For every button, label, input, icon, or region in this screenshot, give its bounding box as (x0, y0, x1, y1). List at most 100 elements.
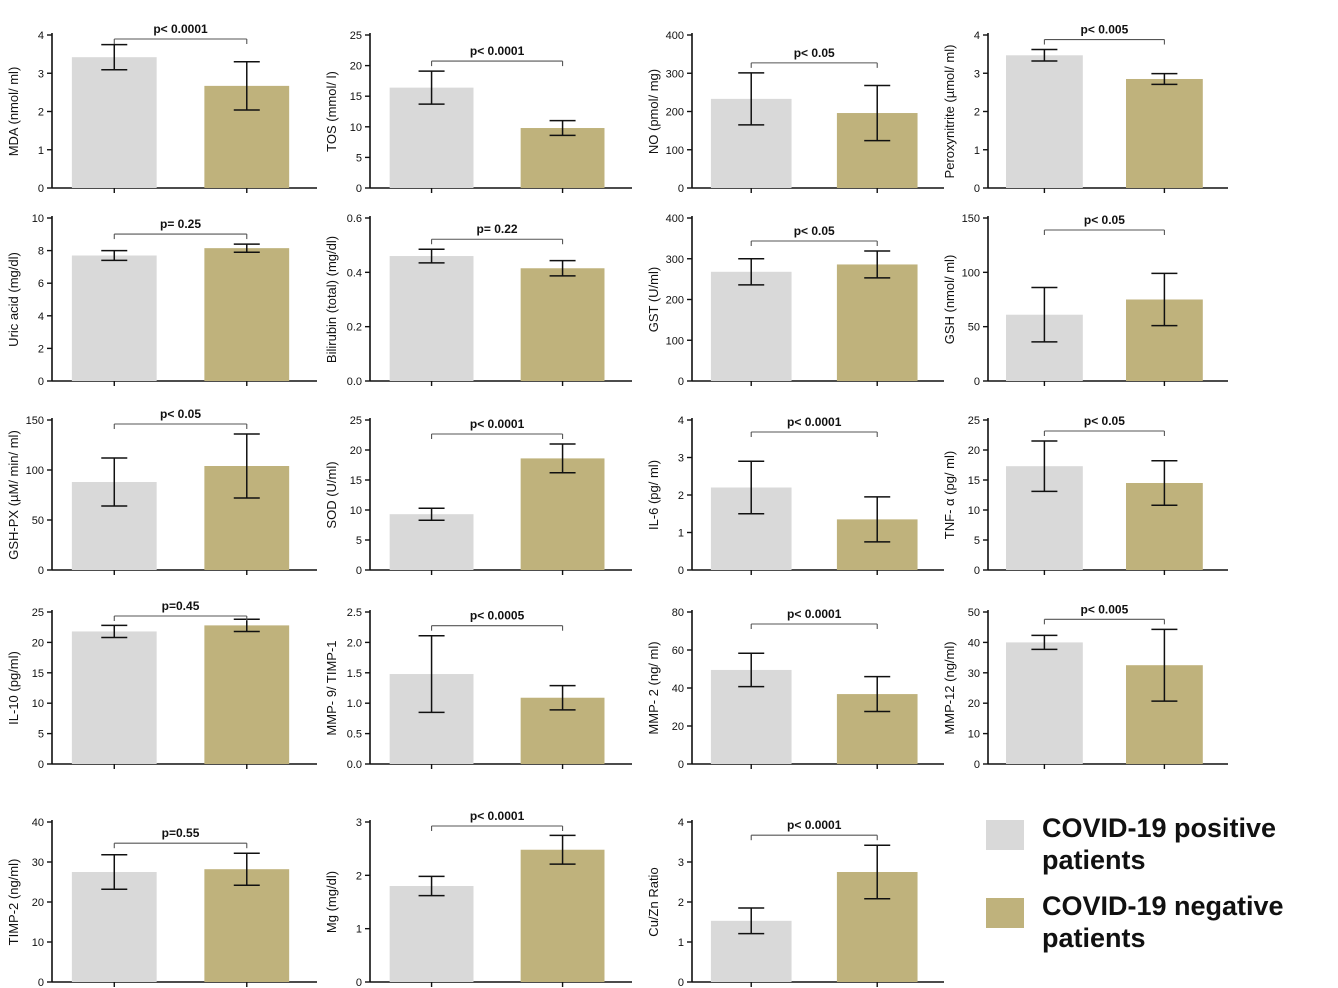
y-tick-label: 20 (32, 897, 44, 909)
y-tick-label: 10 (350, 505, 362, 517)
y-axis-title: MDA (nmol/ ml) (6, 67, 21, 157)
y-axis-title: Peroxynitrite (µmol/ ml) (942, 45, 957, 179)
bar-negative (520, 268, 605, 381)
y-tick-label: 0.6 (347, 213, 362, 225)
y-tick-label: 15 (350, 91, 362, 103)
bar-negative (836, 264, 918, 381)
y-tick-label: 0 (38, 376, 44, 388)
y-tick-label: 1 (678, 937, 684, 949)
legend-label-negative: COVID-19 negative patients (1042, 891, 1284, 953)
y-tick-label: 5 (356, 152, 362, 164)
bar-negative (204, 248, 290, 381)
bar-negative (520, 849, 605, 982)
bar-positive (710, 271, 792, 381)
y-tick-label: 4 (678, 817, 684, 829)
y-axis-title: TNF- α (pg/ ml) (942, 451, 957, 539)
p-value-label: p< 0.0001 (470, 417, 525, 431)
p-value-label: p< 0.0001 (787, 415, 842, 429)
y-tick-label: 0 (678, 376, 684, 388)
y-tick-label: 300 (666, 254, 684, 266)
legend-item-negative: COVID-19 negative patients (986, 890, 1338, 954)
p-value-label: p< 0.05 (794, 46, 835, 60)
p-value-label: p< 0.0001 (470, 44, 525, 58)
chart-panel-4: 0 1 2 3 4 Peroxynitrite (µmol/ ml) p< 0.005 (942, 23, 1228, 195)
bar-positive (1006, 55, 1083, 189)
y-tick-label: 2 (356, 870, 362, 882)
y-tick-label: 20 (350, 61, 362, 73)
y-tick-label: 0 (38, 759, 44, 771)
y-tick-label: 5 (974, 535, 980, 547)
chart-panel-15: 0 20 40 60 80 MMP- 2 (ng/ ml) p< 0.0001 (646, 607, 944, 771)
bar-positive (71, 57, 157, 189)
legend-label-positive: COVID-19 positive patients (1042, 813, 1277, 875)
y-tick-label: 100 (666, 145, 684, 157)
y-tick-label: 1 (356, 924, 362, 936)
y-tick-label: 0 (974, 759, 980, 771)
p-value-label: p< 0.0005 (470, 609, 525, 623)
y-tick-label: 5 (356, 535, 362, 547)
legend-swatch-negative (986, 898, 1024, 928)
y-tick-label: 0.4 (347, 267, 362, 279)
y-axis-title: IL-10 (pg/ml) (6, 651, 21, 725)
bar-positive (389, 256, 474, 381)
y-tick-label: 30 (32, 857, 44, 869)
legend-swatch-positive (986, 820, 1024, 850)
p-value-label: p< 0.05 (1084, 414, 1125, 428)
p-value-label: p< 0.05 (794, 224, 835, 238)
y-axis-title: GST (U/ml) (646, 267, 661, 332)
chart-panel-1: 0 1 2 3 4 MDA (nmol/ ml) p< 0.0001 (6, 22, 317, 195)
y-axis-title: Mg (mg/dl) (324, 871, 339, 933)
y-tick-label: 25 (968, 415, 980, 427)
y-tick-label: 5 (38, 729, 44, 741)
y-tick-label: 1 (38, 145, 44, 157)
y-axis-title: MMP-12 (ng/ml) (942, 641, 957, 734)
y-tick-label: 150 (962, 213, 980, 225)
y-tick-label: 200 (666, 295, 684, 307)
y-tick-label: 50 (32, 515, 44, 527)
y-tick-label: 2 (974, 107, 980, 119)
y-tick-label: 100 (962, 267, 980, 279)
y-tick-label: 150 (26, 415, 44, 427)
p-value-label: p= 0.25 (160, 217, 201, 231)
p-value-label: p= 0.22 (477, 222, 518, 236)
chart-panel-3: 0 100 200 300 400 NO (pmol/ mg) p< 0.05 (646, 30, 944, 195)
y-tick-label: 10 (968, 729, 980, 741)
chart-panel-12: 0 5 10 15 20 25 TNF- α (pg/ ml) p< 0.05 (942, 414, 1228, 577)
bar-positive (71, 255, 157, 381)
chart-panel-8: 0 50 100 150 GSH (nmol/ ml) p< 0.05 (942, 213, 1228, 388)
y-tick-label: 0 (678, 565, 684, 577)
y-tick-label: 10 (968, 505, 980, 517)
chart-panel-18: 0 1 2 3 Mg (mg/dl) p< 0.0001 (324, 809, 632, 988)
y-tick-label: 15 (968, 475, 980, 487)
y-tick-label: 10 (32, 698, 44, 710)
y-tick-label: 0 (974, 565, 980, 577)
y-tick-label: 40 (32, 817, 44, 829)
y-tick-label: 0 (38, 183, 44, 195)
y-tick-label: 20 (32, 637, 44, 649)
y-tick-label: 0 (356, 977, 362, 988)
y-tick-label: 0 (678, 183, 684, 195)
y-axis-title: GSH (nmol/ ml) (942, 255, 957, 345)
p-value-label: p< 0.0001 (787, 818, 842, 832)
y-tick-label: 1 (974, 145, 980, 157)
y-tick-label: 20 (672, 721, 684, 733)
y-tick-label: 2.0 (347, 637, 362, 649)
y-tick-label: 0 (356, 565, 362, 577)
chart-panel-2: 0 5 10 15 20 25 TOS (mmol/ l) p< 0.0001 (324, 30, 632, 195)
y-tick-label: 300 (666, 68, 684, 80)
y-tick-label: 3 (678, 453, 684, 465)
bar-positive (71, 631, 157, 764)
y-tick-label: 2.5 (347, 607, 362, 619)
y-tick-label: 200 (666, 107, 684, 119)
y-tick-label: 4 (38, 30, 44, 42)
y-axis-title: GSH-PX (µM/ min/ ml) (6, 430, 21, 560)
y-tick-label: 4 (678, 415, 684, 427)
bar-negative (520, 458, 605, 570)
chart-panel-11: 0 1 2 3 4 IL-6 (pg/ ml) p< 0.0001 (646, 415, 944, 577)
y-axis-title: Cu/Zn Ratio (646, 867, 661, 936)
y-tick-label: 400 (666, 213, 684, 225)
bar-positive (389, 886, 474, 982)
y-tick-label: 0.5 (347, 729, 362, 741)
y-tick-label: 0 (38, 977, 44, 988)
